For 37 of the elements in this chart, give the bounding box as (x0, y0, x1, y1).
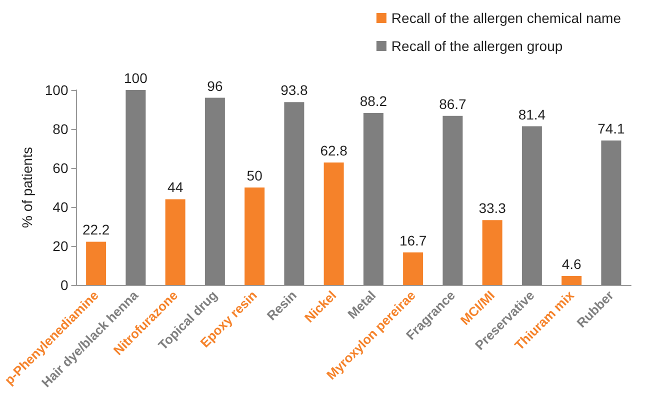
y-tick-label: 100 (44, 82, 68, 98)
legend-label: Recall of the allergen chemical name (391, 10, 622, 26)
bar (522, 126, 542, 285)
data-label: 93.8 (280, 82, 308, 98)
bar (86, 242, 106, 285)
data-label: 62.8 (320, 142, 348, 159)
data-label: 22.2 (82, 222, 110, 238)
data-label: 81.4 (518, 106, 546, 122)
data-label: 88.2 (360, 93, 388, 110)
data-label: 44 (168, 179, 184, 196)
y-tick-label: 40 (52, 199, 68, 215)
data-label: 86.7 (439, 96, 467, 112)
data-label: 96 (207, 78, 223, 94)
y-tick-label: 60 (52, 160, 68, 176)
bar (165, 199, 186, 285)
bar (442, 116, 463, 285)
bar (126, 90, 146, 285)
data-label: 33.3 (478, 200, 506, 216)
bar (284, 102, 304, 285)
data-label: 50 (246, 168, 263, 184)
bar (363, 113, 384, 285)
bar (324, 162, 344, 285)
bar (403, 252, 424, 285)
y-axis-title: % of patients (18, 147, 35, 228)
y-tick-label: 80 (52, 121, 68, 137)
y-tick-label: 0 (60, 277, 68, 293)
data-label: 16.7 (399, 232, 427, 248)
legend-label: Recall of the allergen group (391, 38, 563, 54)
bar (204, 98, 225, 285)
data-label: 4.6 (562, 256, 582, 272)
y-tick-label: 20 (52, 238, 68, 254)
bar (482, 220, 502, 285)
data-label: 74.1 (598, 120, 626, 137)
bar (244, 188, 265, 285)
bar (562, 276, 582, 285)
data-label: 100 (124, 70, 148, 86)
bar (601, 140, 622, 285)
